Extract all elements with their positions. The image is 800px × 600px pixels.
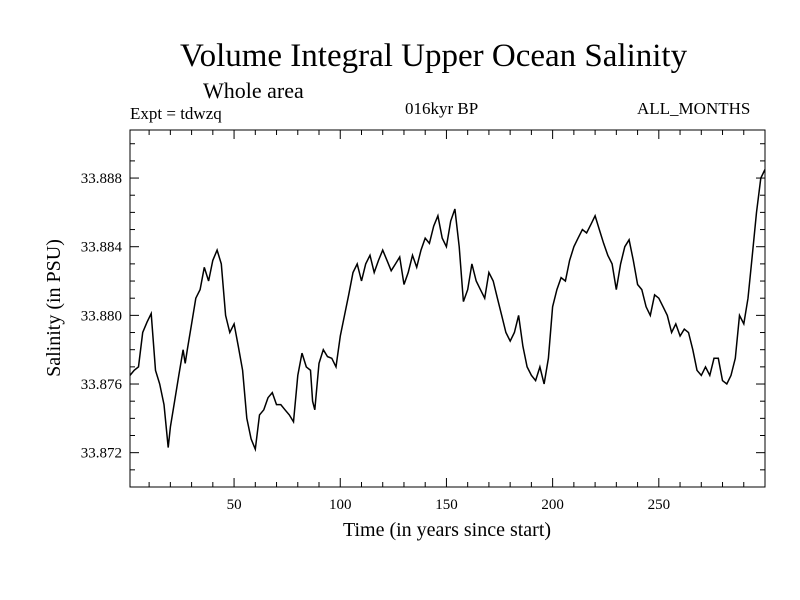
plot-frame: [129, 129, 766, 488]
x-tick-label: 100: [329, 497, 352, 513]
x-tick-label: 150: [435, 497, 458, 513]
chart-subtitle: Whole area: [203, 78, 304, 103]
x-axis-label: Time (in years since start): [343, 519, 551, 541]
experiment-label: Expt = tdwzq: [130, 104, 222, 123]
y-tick-label: 33.876: [81, 377, 123, 393]
months-label: ALL_MONTHS: [637, 99, 751, 118]
period-label: 016kyr BP: [405, 99, 479, 118]
salinity-series-line: [129, 169, 766, 453]
y-tick-label: 33.880: [81, 308, 122, 324]
chart-title: Volume Integral Upper Ocean Salinity: [180, 38, 688, 74]
tick-labels: 50 100 150 200 250 33.872 33.876 33.880 33.884 33…: [81, 171, 670, 513]
x-tick-label: 250: [648, 497, 671, 513]
y-tick-label: 33.884: [81, 240, 123, 256]
x-tick-label: 50: [227, 497, 242, 513]
y-axis-label: Salinity (in PSU): [43, 239, 65, 377]
axis-ticks: [130, 130, 766, 488]
y-tick-label: 33.888: [81, 171, 122, 187]
x-tick-label: 200: [541, 497, 564, 513]
y-tick-label: 33.872: [81, 446, 122, 462]
